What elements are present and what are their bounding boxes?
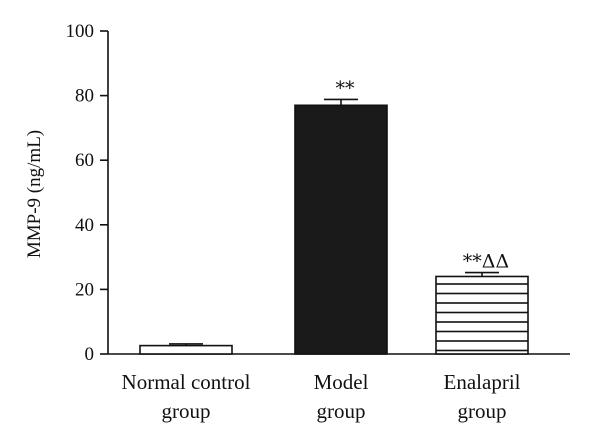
x-category-label: group [458, 399, 507, 423]
x-category-label: Normal control [122, 370, 251, 394]
labels: Normal control group ** Model group **ΔΔ Enala… [122, 77, 521, 423]
x-category-label: group [317, 399, 366, 423]
y-tick-label: 20 [75, 279, 94, 300]
y-tick-label: 100 [66, 21, 95, 42]
y-tick-label: 40 [75, 215, 94, 236]
x-category-label: group [162, 399, 211, 423]
significance-label: **ΔΔ [463, 251, 509, 273]
bars [139, 98, 529, 355]
y-tick-label: 80 [75, 86, 94, 107]
bar [294, 104, 388, 355]
bar [139, 344, 233, 355]
bar [435, 275, 529, 355]
y-tick-label: 60 [75, 150, 94, 171]
y-axis-title: MMP-9 (ng/mL) [24, 130, 45, 258]
x-category-label: Enalapril [444, 370, 521, 394]
x-category-label: Model [314, 370, 369, 394]
y-tick-label: 0 [85, 344, 95, 365]
significance-label: ** [336, 77, 356, 99]
